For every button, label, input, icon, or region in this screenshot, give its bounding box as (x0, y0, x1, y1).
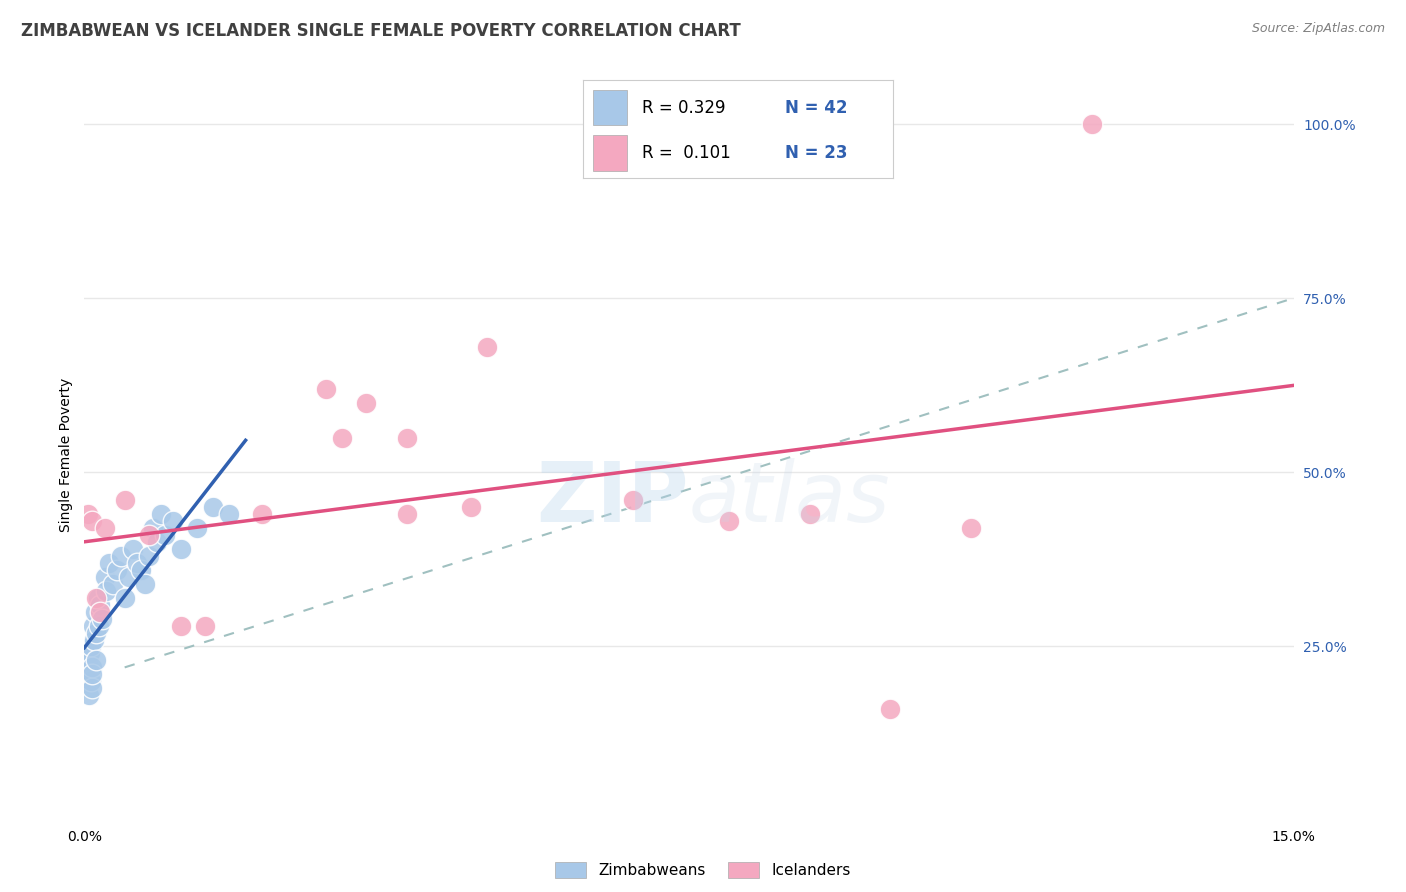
Point (162, 514, 184, 528)
Point (82, 618, 104, 632)
Point (83, 632, 105, 647)
Point (356, 395, 378, 409)
Point (395, 507, 418, 521)
Point (110, 549, 132, 563)
Point (86, 591, 108, 605)
Point (477, 340, 499, 354)
Point (138, 528, 160, 542)
Point (93, 521, 115, 535)
Point (146, 535, 169, 549)
Point (194, 618, 217, 632)
Point (91, 612, 114, 626)
Point (134, 576, 156, 591)
Point (799, 507, 821, 521)
Point (170, 618, 193, 632)
Point (1081, 117, 1104, 131)
Point (76, 660, 98, 674)
Text: ZIMBABWEAN VS ICELANDER SINGLE FEMALE POVERTY CORRELATION CHART: ZIMBABWEAN VS ICELANDER SINGLE FEMALE PO… (21, 22, 741, 40)
Text: R = 0.329: R = 0.329 (643, 99, 725, 117)
Point (79, 647, 101, 661)
Point (77, 653, 100, 667)
Point (170, 541, 193, 556)
Point (82, 514, 104, 528)
Point (105, 563, 128, 577)
Text: R =  0.101: R = 0.101 (643, 144, 731, 161)
Point (82, 667, 104, 681)
Text: N = 23: N = 23 (785, 144, 846, 161)
Point (80, 640, 103, 654)
Point (89, 598, 111, 612)
Y-axis label: Single Female Poverty: Single Female Poverty (59, 378, 73, 532)
Point (86, 653, 108, 667)
Point (83, 605, 105, 619)
Point (153, 528, 176, 542)
Point (142, 521, 165, 535)
Point (121, 541, 143, 556)
Point (80, 681, 103, 696)
Point (129, 563, 152, 577)
Point (77, 688, 100, 702)
Point (138, 549, 160, 563)
Point (149, 507, 172, 521)
Point (250, 507, 273, 521)
Point (218, 507, 240, 521)
Point (718, 514, 741, 528)
FancyBboxPatch shape (593, 90, 627, 126)
Point (460, 500, 482, 515)
Point (114, 591, 136, 605)
FancyBboxPatch shape (593, 136, 627, 170)
Point (118, 570, 141, 584)
Point (76, 674, 98, 689)
Point (75, 667, 97, 681)
Point (77, 507, 100, 521)
Legend: Zimbabweans, Icelanders: Zimbabweans, Icelanders (550, 856, 856, 884)
Text: Source: ZipAtlas.com: Source: ZipAtlas.com (1251, 22, 1385, 36)
Point (125, 556, 148, 570)
Point (960, 521, 983, 535)
Point (621, 493, 644, 508)
Text: N = 42: N = 42 (785, 99, 846, 117)
Text: ZIP: ZIP (537, 458, 689, 540)
Point (94, 583, 117, 598)
Point (186, 521, 208, 535)
Point (101, 576, 124, 591)
Point (202, 500, 225, 515)
Point (879, 702, 901, 716)
Point (114, 493, 136, 508)
Point (97, 556, 120, 570)
Point (330, 430, 353, 444)
Point (80, 674, 103, 689)
Point (87, 591, 110, 605)
Point (82, 660, 104, 674)
Point (315, 382, 337, 396)
Text: atlas: atlas (689, 458, 890, 540)
Point (395, 430, 418, 444)
Point (87, 618, 110, 632)
Point (89, 605, 111, 619)
Point (84, 625, 107, 640)
Point (93, 570, 115, 584)
